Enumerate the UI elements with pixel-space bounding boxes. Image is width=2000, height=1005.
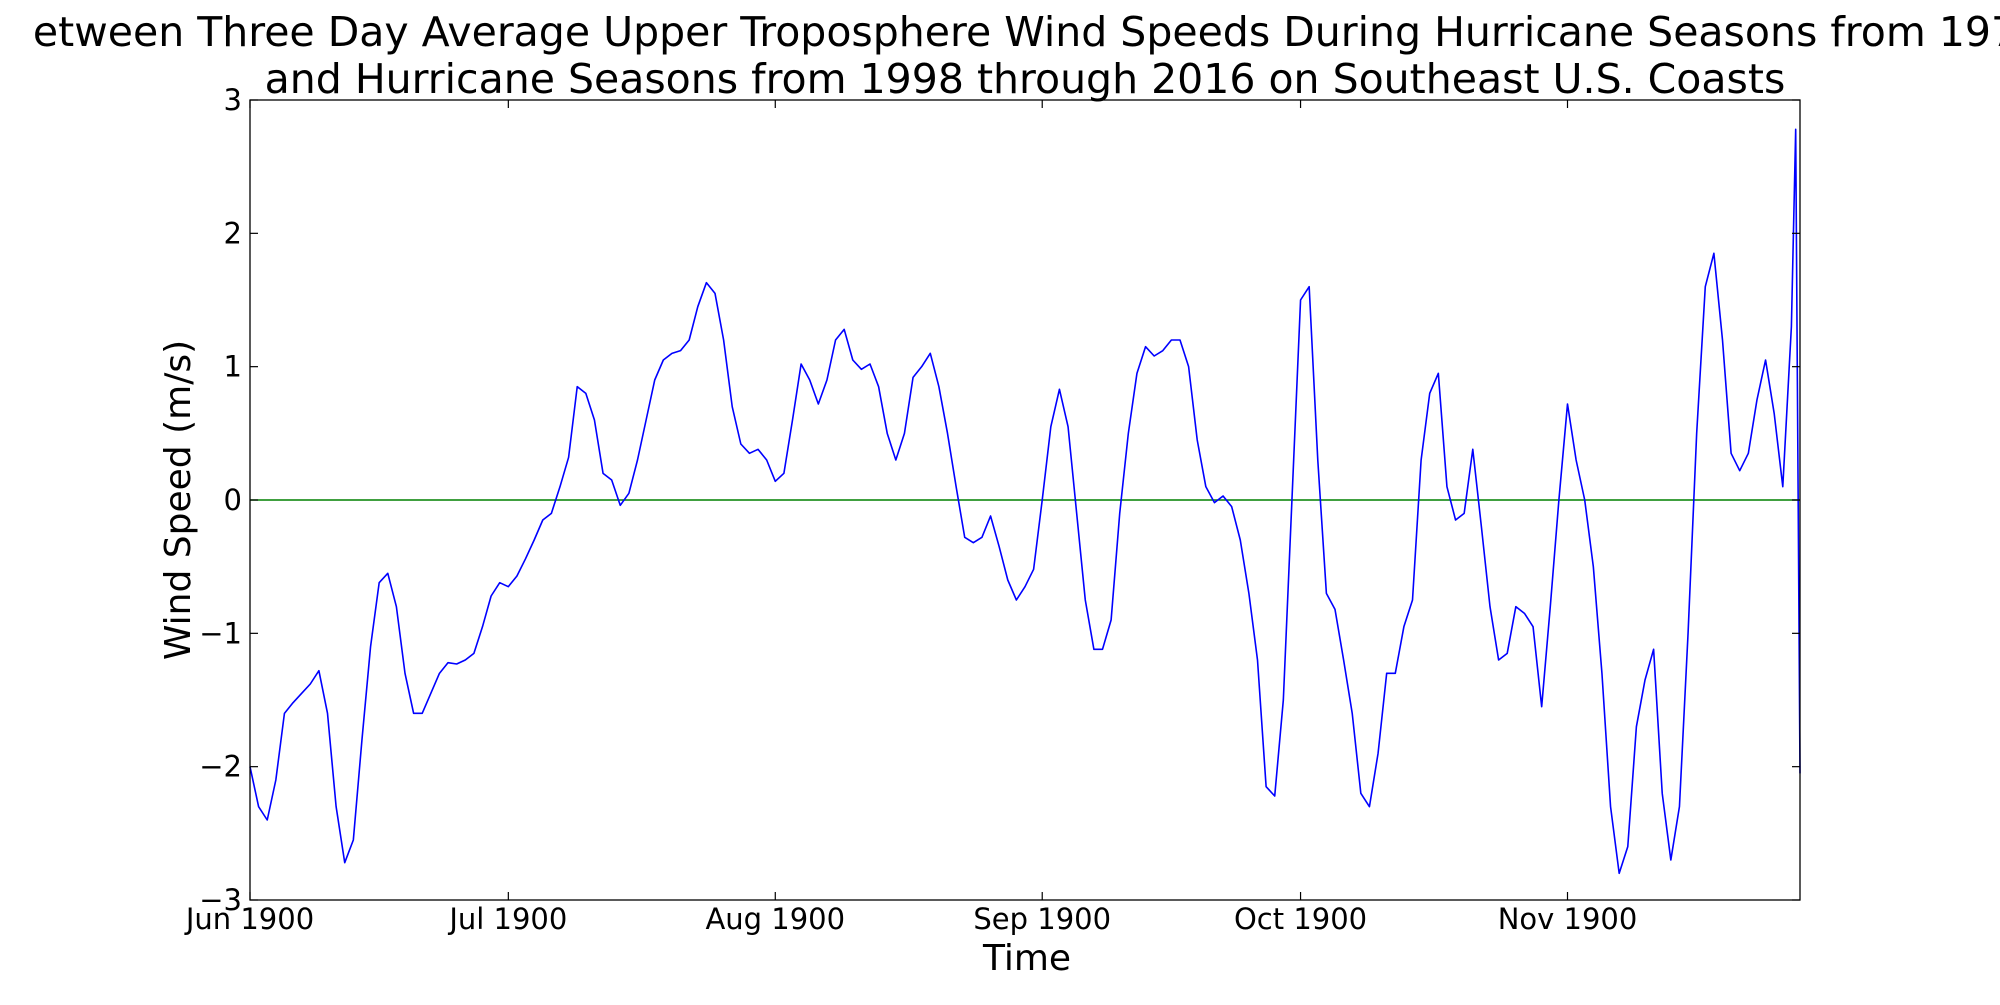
x-tick-label: Sep 1900 bbox=[973, 902, 1111, 936]
y-axis-label: Wind Speed (m/s) bbox=[158, 340, 199, 660]
y-tick-label: 0 bbox=[224, 483, 242, 517]
y-tick-label: 2 bbox=[224, 216, 242, 250]
x-tick-label: Nov 1900 bbox=[1498, 902, 1638, 936]
y-tick-label: 1 bbox=[224, 350, 242, 384]
chart-title-line-2: and Hurricane Seasons from 1998 through … bbox=[265, 55, 1786, 103]
plot-area: −3 −2 −1 0 1 2 3 Jun 1900 Jul 1900 Aug 1900 Sep 19… bbox=[184, 83, 1801, 936]
x-tick-label: Oct 1900 bbox=[1234, 902, 1367, 936]
x-tick-label: Aug 1900 bbox=[705, 902, 845, 936]
y-tick-label: −2 bbox=[199, 750, 242, 784]
series-line-0 bbox=[249, 128, 1801, 875]
y-tick-label: 3 bbox=[224, 83, 242, 117]
chart-title-line-1: etween Three Day Average Upper Troposphe… bbox=[33, 8, 2000, 56]
x-axis-label: Time bbox=[982, 938, 1071, 979]
y-tick-label: −3 bbox=[199, 883, 242, 917]
x-tick-label: Jun 1900 bbox=[184, 902, 314, 936]
y-tick-label: −1 bbox=[199, 616, 242, 650]
x-tick-label: Jul 1900 bbox=[447, 902, 567, 936]
